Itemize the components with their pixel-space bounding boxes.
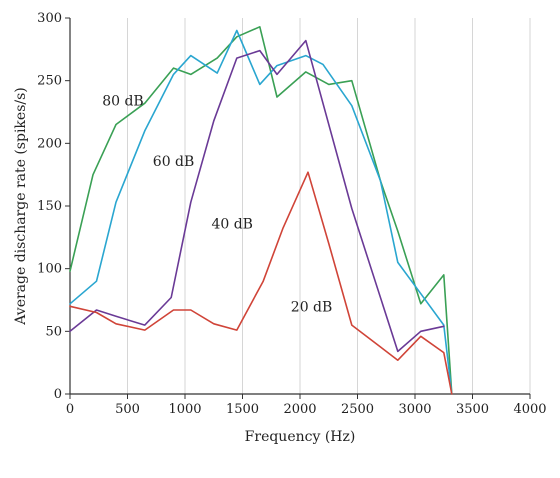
series-label: 40 dB bbox=[211, 217, 253, 233]
y-tick-label: 150 bbox=[37, 199, 62, 214]
y-tick-label: 50 bbox=[45, 324, 62, 339]
x-tick-label: 1500 bbox=[226, 402, 259, 417]
series-lines bbox=[69, 25, 453, 395]
series-labels: 80 dB 60 dB 40 dB 20 dB bbox=[102, 94, 332, 316]
y-tick-label: 300 bbox=[37, 11, 62, 26]
x-tick-label: 3000 bbox=[398, 402, 431, 417]
grid bbox=[127, 18, 531, 394]
x-tick-label: 1000 bbox=[168, 402, 201, 417]
series-line-60-db bbox=[69, 29, 453, 395]
y-tick-label: 100 bbox=[37, 262, 62, 277]
series-label: 80 dB bbox=[102, 94, 144, 110]
x-tick-label: 2500 bbox=[341, 402, 374, 417]
y-tick-label: 0 bbox=[54, 387, 62, 402]
series-line-40-db bbox=[69, 39, 445, 353]
axes: 0 500 1000 1500 2000 2500 3000 3500 4000 0 50 100 15… bbox=[37, 11, 546, 417]
x-tick-label: 0 bbox=[66, 402, 74, 417]
y-tick-label: 250 bbox=[37, 74, 62, 89]
x-tick-label: 500 bbox=[115, 402, 140, 417]
series-line-20-db bbox=[69, 171, 453, 395]
y-axis-title: Average discharge rate (spikes/s) bbox=[13, 87, 29, 326]
y-tick-label: 200 bbox=[37, 136, 62, 151]
series-label: 20 dB bbox=[291, 299, 333, 315]
x-axis-title: Frequency (Hz) bbox=[245, 429, 356, 445]
x-tick-label: 2000 bbox=[283, 402, 316, 417]
x-tick-label: 3500 bbox=[456, 402, 489, 417]
x-tick-label: 4000 bbox=[513, 402, 546, 417]
series-label: 60 dB bbox=[153, 154, 195, 170]
